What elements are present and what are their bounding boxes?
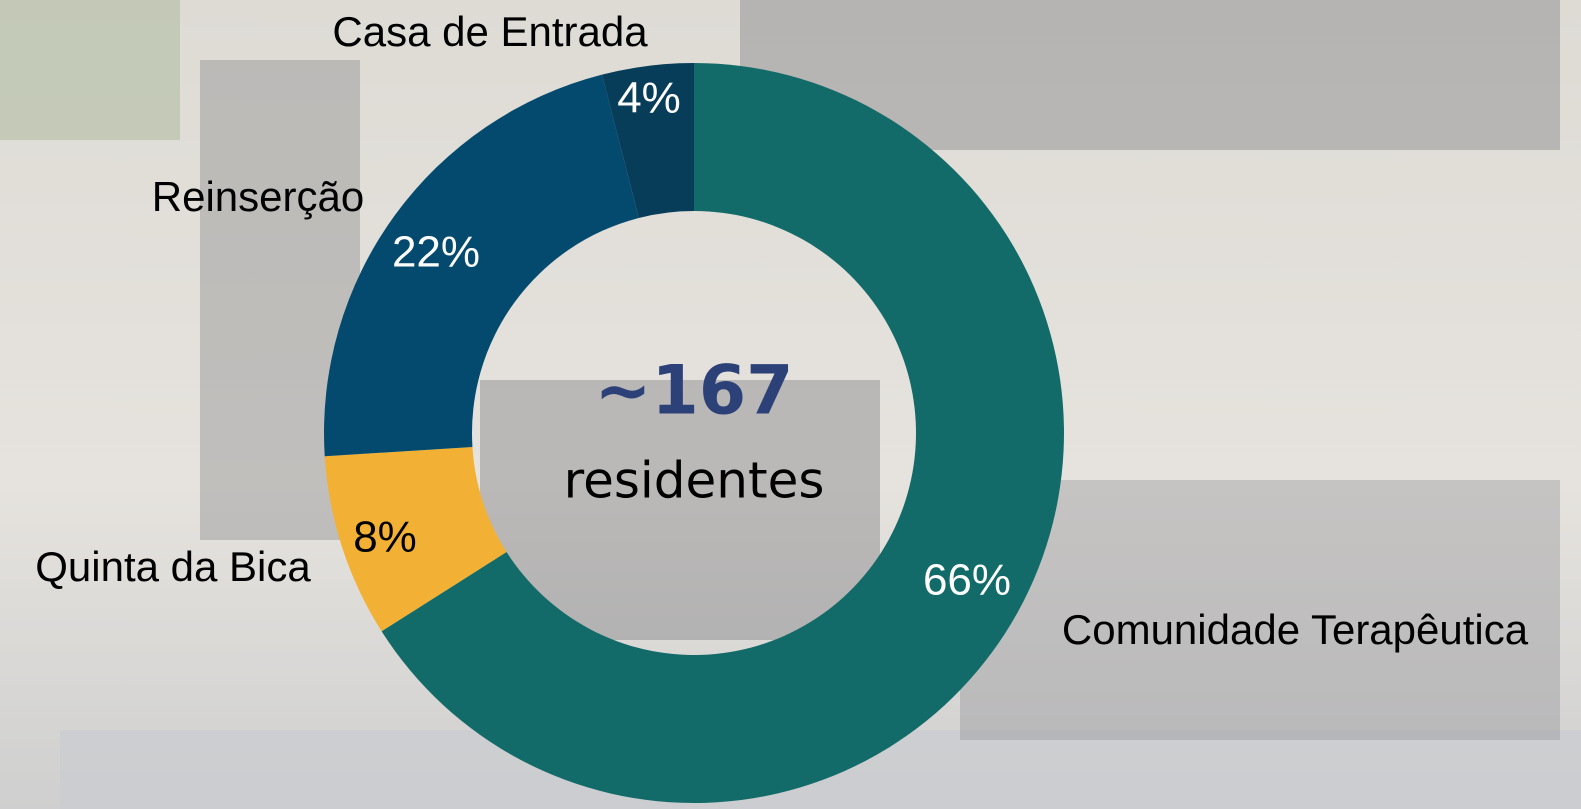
value-label: 4% xyxy=(617,74,681,123)
center-label: ~167 xyxy=(595,352,794,431)
value-label: 8% xyxy=(353,513,417,562)
chart: ~167 residentes 66% Comunidade Terapêutic… xyxy=(0,0,1581,809)
value-label: 66% xyxy=(923,556,1011,605)
category-label: Comunidade Terapêutica xyxy=(1062,606,1529,653)
category-label: Quinta da Bica xyxy=(35,543,311,590)
category-label: Reinserção xyxy=(152,173,364,220)
value-label: 22% xyxy=(392,228,480,277)
background-foliage xyxy=(0,0,180,140)
category-label: Casa de Entrada xyxy=(332,8,648,55)
center-sublabel: residentes xyxy=(564,452,825,510)
